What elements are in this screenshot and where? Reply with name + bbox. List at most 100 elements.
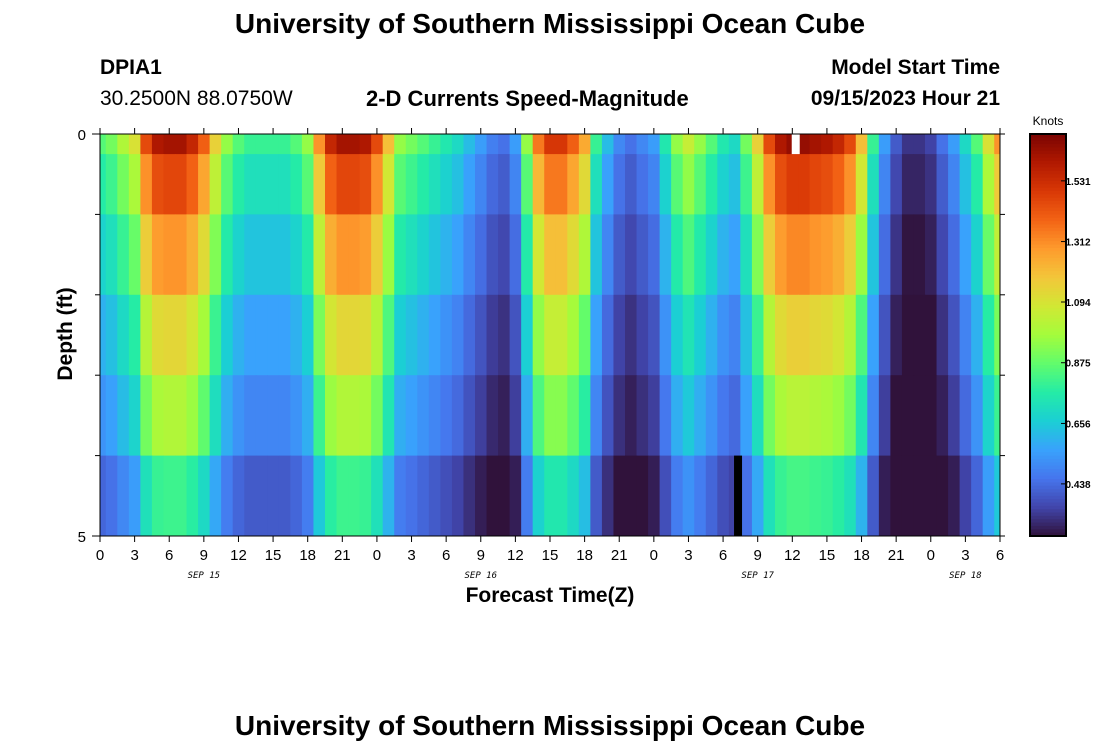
heatmap-cell (636, 455, 649, 536)
heatmap-cell (682, 134, 695, 155)
colorbar-step (1030, 495, 1066, 500)
heatmap-cell (198, 294, 211, 376)
heatmap-cell (371, 375, 384, 457)
x-tick-label: 0 (650, 547, 658, 564)
heatmap-cell (544, 375, 557, 457)
heatmap-cell (509, 455, 522, 536)
heatmap-cell (475, 294, 488, 376)
colorbar-step (1030, 214, 1066, 219)
colorbar-step (1030, 445, 1066, 450)
colorbar-step (1030, 274, 1066, 279)
colorbar-step (1030, 241, 1066, 246)
colorbar-step (1030, 231, 1066, 236)
heatmap-cell (498, 214, 511, 296)
heatmap-cell (325, 455, 338, 536)
heatmap-cell (100, 375, 107, 457)
heatmap-cell (890, 294, 903, 376)
heatmap-cell (890, 134, 903, 155)
colorbar-step (1030, 522, 1066, 527)
colorbar-step (1030, 247, 1066, 252)
colorbar-step (1030, 489, 1066, 494)
heatmap-cell (428, 214, 441, 296)
heatmap-cell (636, 154, 649, 215)
heatmap-cell (532, 455, 545, 536)
heatmap-cell (775, 134, 788, 155)
colorbar-tick-label: 1.531 (1065, 177, 1090, 188)
heatmap-cell (267, 154, 280, 215)
heatmap-cell (521, 294, 534, 376)
heatmap-cell (601, 134, 615, 155)
colorbar-step (1030, 452, 1066, 457)
heatmap-cell (440, 294, 453, 376)
heatmap-cell (382, 455, 395, 536)
heatmap-cell (348, 134, 361, 155)
heatmap-cell (313, 294, 326, 376)
heatmap-cell (117, 294, 130, 376)
heatmap-cell (394, 375, 407, 457)
heatmap-cell (613, 214, 626, 296)
heatmap-cell (590, 375, 603, 457)
heatmap-cell (521, 214, 534, 296)
heatmap-cell (417, 154, 430, 215)
colorbar-step (1030, 335, 1066, 339)
heatmap-cell (405, 375, 418, 457)
heatmap-cell (763, 455, 776, 536)
colorbar-step (1030, 532, 1066, 537)
x-tick-label: 21 (334, 547, 351, 564)
heatmap-cell (671, 134, 684, 155)
heatmap-cell (232, 375, 245, 457)
heatmap-cell (382, 375, 395, 457)
heatmap-cell (832, 375, 845, 457)
heatmap-cell (278, 375, 291, 457)
colorbar-step (1030, 338, 1066, 343)
heatmap-cell (486, 214, 499, 296)
heatmap-cell (682, 375, 695, 457)
heatmap-cell (971, 375, 984, 457)
heatmap-cell (959, 154, 972, 215)
colorbar-step (1030, 294, 1066, 299)
heatmap-cell (278, 134, 291, 155)
heatmap-cell (232, 154, 245, 215)
heatmap-cell (440, 455, 453, 536)
heatmap-cell (544, 154, 557, 215)
colorbar-step (1030, 278, 1066, 282)
heatmap-cell (105, 455, 118, 536)
colorbar-step (1030, 358, 1066, 363)
heatmap-cell (994, 375, 1000, 457)
heatmap-cell (359, 375, 372, 457)
heatmap-cell (267, 214, 280, 296)
heatmap-cell (925, 294, 938, 376)
heatmap-cell (636, 134, 649, 155)
heatmap-cell (821, 214, 834, 296)
colorbar-step (1030, 412, 1066, 416)
heatmap-cell (163, 154, 176, 215)
colorbar-step (1030, 479, 1066, 483)
heatmap-cell (151, 214, 165, 296)
heatmap-cell (498, 294, 511, 376)
heatmap-cell (971, 214, 984, 296)
heatmap-cell (809, 134, 822, 155)
heatmap-cell (498, 455, 511, 536)
heatmap-cell (844, 214, 857, 296)
heatmap-cell (936, 455, 949, 536)
heatmap-cell (278, 154, 291, 215)
heatmap-cell (232, 134, 245, 155)
heatmap-cell (105, 375, 118, 457)
colorbar-tick-label: 0.656 (1065, 419, 1090, 430)
heatmap-cell (936, 214, 949, 296)
heatmap-cell (832, 294, 845, 376)
heatmap-cell (128, 154, 141, 215)
heatmap-cell (140, 294, 153, 376)
heatmap-cell (301, 214, 315, 296)
colorbar-step (1030, 150, 1066, 155)
colorbar-step (1030, 469, 1066, 473)
colorbar-step (1030, 177, 1066, 182)
colorbar-step (1030, 351, 1066, 356)
heatmap-cell (694, 154, 707, 215)
heatmap-cell (301, 455, 315, 536)
x-tick-label: 18 (576, 547, 593, 564)
heatmap-cell (705, 134, 718, 155)
heatmap-cell (463, 455, 476, 536)
x-tick-label: 12 (507, 547, 524, 564)
heatmap-cell (105, 134, 118, 155)
